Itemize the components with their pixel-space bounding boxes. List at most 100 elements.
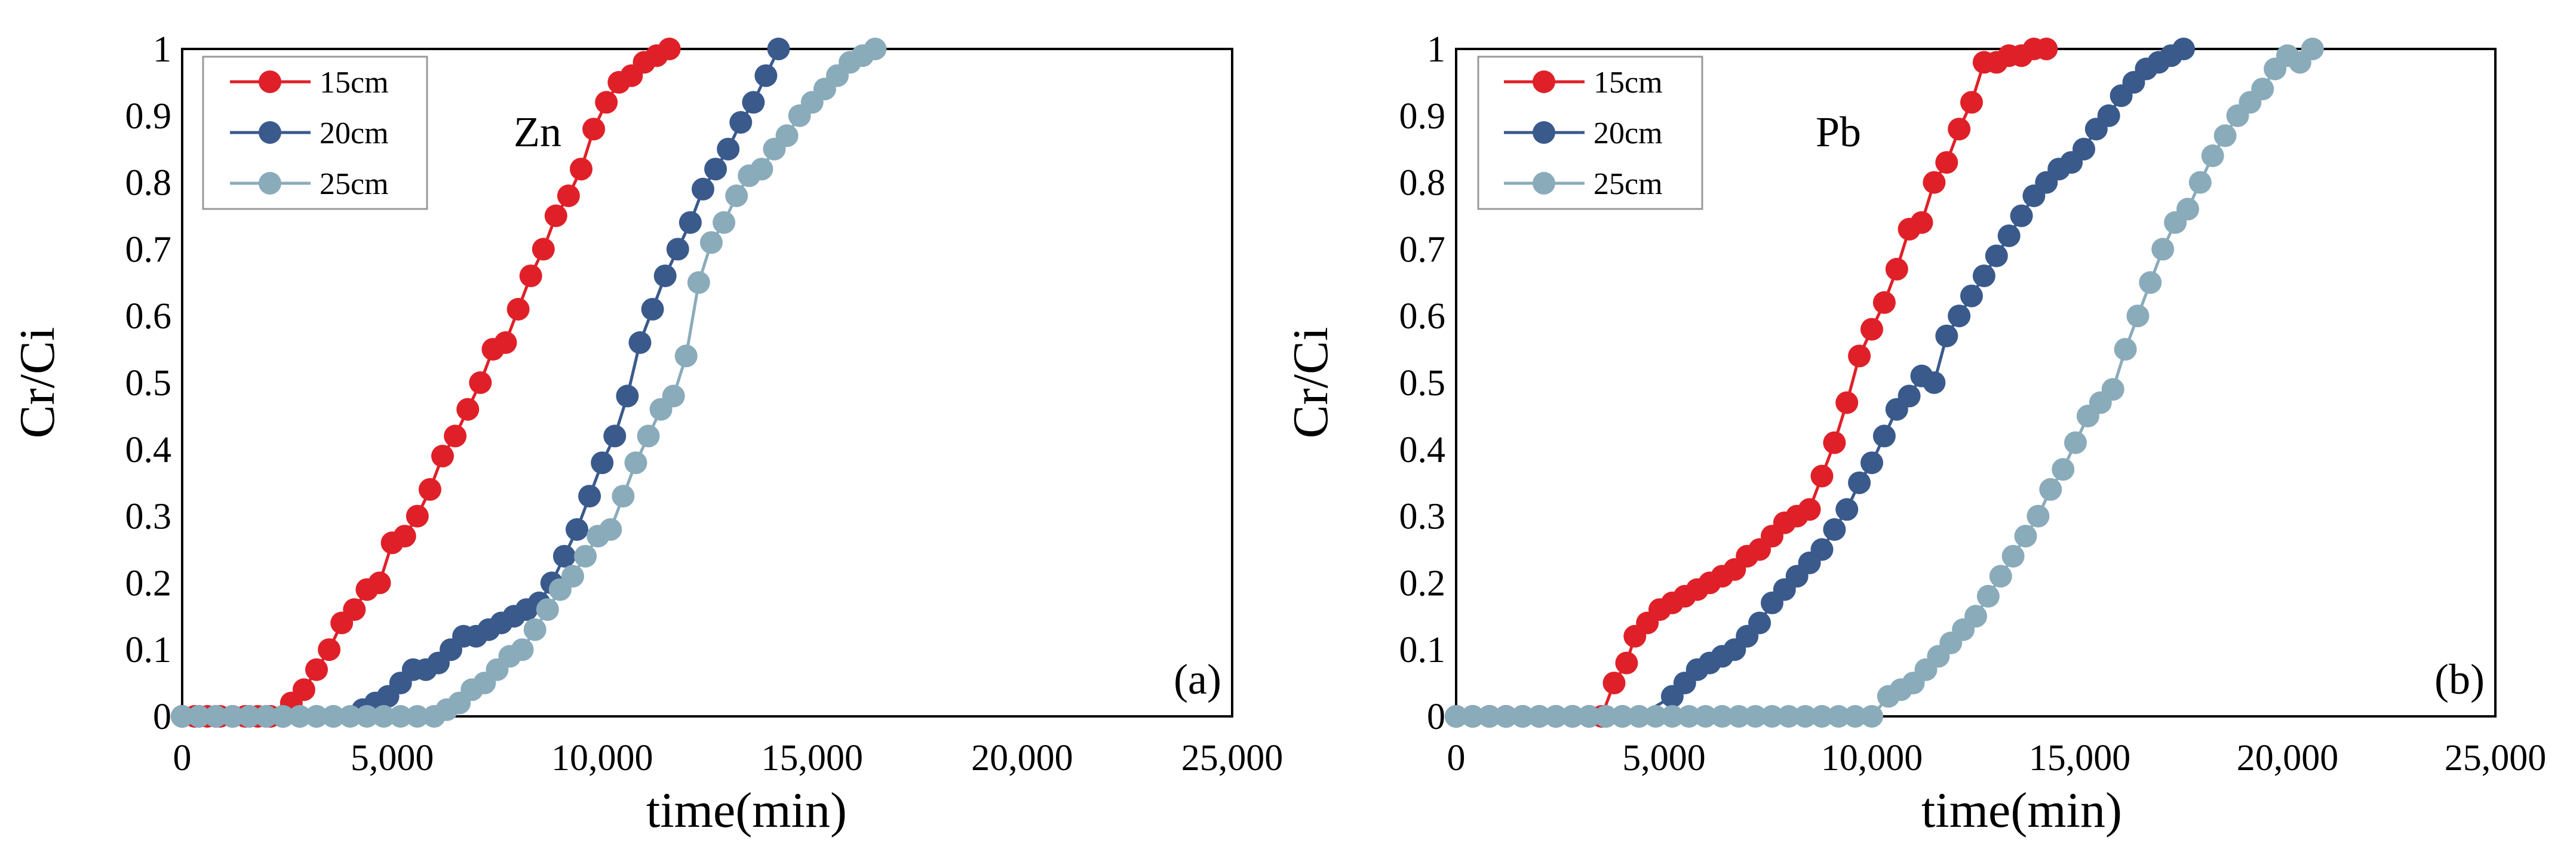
data-point-25cm [1964, 605, 1987, 628]
chart-panel-zn: 0 0.1 0.2 0.3 0.4 0.5 0.6 0.7 0.8 0.9 1 0 5,000 10,0… [10, 29, 1283, 838]
data-point-20cm [566, 518, 588, 541]
data-point-15cm [1923, 171, 1946, 194]
data-point-25cm [687, 271, 710, 294]
data-point-25cm [2039, 478, 2062, 501]
legend: 15cm 20cm 25cm [1477, 56, 1703, 210]
data-point-20cm [1898, 384, 1921, 408]
plot-frame [181, 48, 1233, 718]
data-point-25cm [775, 124, 799, 147]
data-point-15cm [368, 571, 391, 595]
legend-entry-15cm: 15cm [1504, 66, 1663, 100]
data-point-25cm [1611, 705, 1634, 728]
data-point-20cm [704, 158, 727, 181]
data-point-15cm [1835, 391, 1859, 414]
y-tick-label: 1 [1427, 29, 1445, 70]
data-point-15cm [305, 658, 328, 681]
data-point-15cm [292, 678, 315, 701]
x-tick-label: 20,000 [971, 738, 1073, 778]
data-point-25cm [1677, 705, 1700, 728]
y-tick-label: 0.3 [1399, 497, 1446, 537]
data-point-15cm [532, 238, 555, 261]
data-point-20cm [1835, 498, 1859, 521]
y-tick-label: 0.4 [1399, 430, 1446, 470]
x-tick-label: 15,000 [762, 738, 864, 778]
data-point-25cm [2213, 124, 2237, 147]
data-point-20cm [2097, 104, 2120, 127]
data-point-20cm [552, 544, 576, 568]
data-point-20cm [1948, 304, 1971, 328]
data-point-25cm [271, 705, 294, 728]
data-point-25cm [238, 705, 261, 728]
data-point-25cm [2126, 304, 2150, 328]
data-point-25cm [1844, 705, 1867, 728]
data-point-20cm [1923, 371, 1946, 394]
legend-marker-25cm [259, 172, 281, 195]
data-point-25cm [1644, 705, 1668, 728]
data-point-25cm [2027, 504, 2050, 528]
data-point-20cm [2073, 137, 2095, 161]
legend-marker-20cm [1533, 121, 1555, 144]
data-point-25cm [1777, 705, 1800, 728]
x-axis-title: time(min) [1921, 783, 2122, 838]
data-point-25cm [2201, 144, 2224, 167]
data-point-25cm [1727, 705, 1751, 728]
data-point-25cm [713, 211, 736, 234]
data-point-25cm [2139, 271, 2162, 294]
data-point-25cm [864, 38, 887, 60]
data-point-20cm [1972, 264, 1995, 288]
data-point-25cm [1528, 705, 1551, 728]
data-point-25cm [511, 638, 534, 661]
data-point-25cm [1989, 565, 2012, 588]
x-tick-label: 10,000 [551, 738, 653, 778]
x-tick-label: 20,000 [2237, 738, 2339, 778]
data-point-25cm [1976, 584, 2000, 608]
x-tick-label: 15,000 [2029, 738, 2131, 778]
data-point-25cm [1561, 705, 1584, 728]
data-point-25cm [188, 705, 211, 728]
data-point-25cm [1511, 705, 1534, 728]
data-point-25cm [171, 705, 194, 728]
data-point-25cm [612, 485, 635, 508]
data-point-25cm [2101, 378, 2124, 401]
legend-entry-25cm: 25cm [1504, 167, 1663, 201]
data-point-25cm [1494, 705, 1518, 728]
y-tick-label: 0 [153, 697, 171, 737]
x-tick-labels: 0 5,000 10,000 15,000 20,000 25,000 [1447, 738, 2547, 778]
data-point-15cm [582, 118, 606, 141]
data-point-25cm [637, 424, 660, 448]
legend-entry-20cm: 20cm [230, 116, 389, 150]
chart-panel-pb: 0 0.1 0.2 0.3 0.4 0.5 0.6 0.7 0.8 0.9 1 0 5,000 10,0… [1283, 29, 2546, 838]
data-point-25cm [1860, 705, 1883, 728]
data-point-20cm [678, 211, 702, 234]
x-tick-labels: 0 5,000 10,000 15,000 20,000 25,000 [173, 738, 1284, 778]
legend-label-20cm: 20cm [1594, 116, 1663, 150]
data-point-15cm [595, 91, 618, 114]
data-point-15cm [418, 478, 441, 501]
data-point-25cm [288, 705, 311, 728]
data-point-20cm [641, 298, 664, 321]
data-point-25cm [1827, 705, 1850, 728]
y-axis-title: Cr/Ci [1283, 327, 1338, 439]
y-tick-label: 0.6 [125, 296, 172, 337]
data-point-20cm [1823, 518, 1846, 541]
data-point-20cm [1810, 538, 1834, 561]
y-tick-label: 0.8 [125, 163, 172, 204]
series-25cm [171, 38, 887, 728]
data-point-20cm [591, 451, 614, 475]
data-point-20cm [1860, 451, 1883, 475]
data-point-25cm [2251, 78, 2274, 101]
x-tick-label: 10,000 [1821, 738, 1923, 778]
x-tick-label: 25,000 [2445, 738, 2547, 778]
data-point-25cm [1711, 705, 1734, 728]
data-point-25cm [725, 184, 748, 207]
y-tick-label: 0.1 [1399, 630, 1446, 670]
data-point-15cm [1823, 431, 1846, 454]
y-tick-label: 0.7 [1399, 229, 1446, 270]
y-axis-title: Cr/Ci [10, 327, 65, 439]
data-point-25cm [1628, 705, 1651, 728]
data-point-25cm [1660, 705, 1684, 728]
data-point-25cm [2064, 431, 2087, 454]
data-point-15cm [1615, 651, 1638, 675]
data-point-15cm [557, 184, 580, 207]
